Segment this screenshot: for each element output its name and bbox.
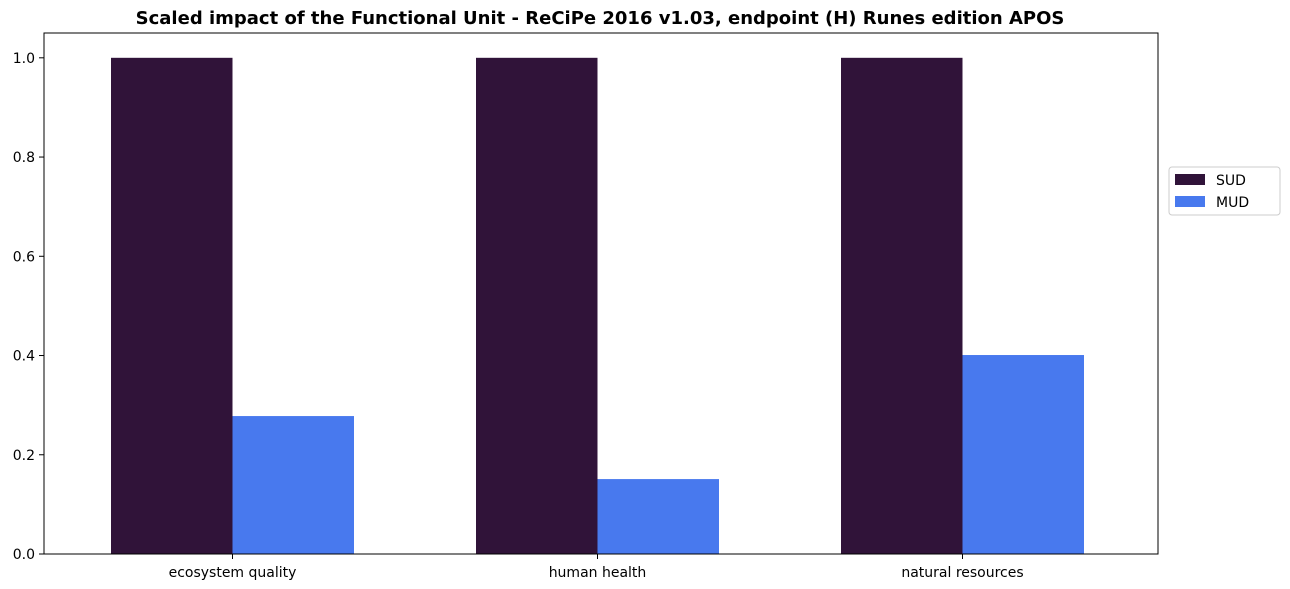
y-tick-label: 0.4 (13, 349, 35, 365)
x-axis: ecosystem quality human health natural res… (169, 554, 1024, 581)
x-tick-label: human health (549, 565, 647, 581)
bars-layer (111, 57, 1084, 555)
bar-mud-1 (597, 479, 719, 554)
x-tick-label: ecosystem quality (169, 565, 297, 581)
legend: SUD MUD (1168, 166, 1281, 216)
y-tick-label: 1.0 (13, 51, 35, 67)
chart-title: Scaled impact of the Functional Unit - R… (136, 8, 1065, 29)
plot-frame (43, 32, 1159, 555)
y-axis: 0.0 0.2 0.4 0.6 0.8 1.0 (13, 51, 44, 563)
legend-swatch-mud (1175, 196, 1205, 207)
bar-mud-0 (232, 416, 354, 554)
y-tick-label: 0.8 (13, 150, 35, 166)
legend-label-mud: MUD (1216, 195, 1249, 211)
y-tick-label: 0.2 (13, 448, 35, 464)
bar-sud-1 (476, 57, 598, 555)
bar-mud-2 (962, 355, 1084, 554)
bar-sud-0 (111, 57, 233, 555)
bar-sud-2 (841, 57, 963, 555)
y-tick-label: 0.0 (13, 547, 35, 563)
legend-label-sud: SUD (1216, 173, 1246, 189)
y-tick-label: 0.6 (13, 249, 35, 265)
x-tick-label: natural resources (901, 565, 1023, 581)
legend-swatch-sud (1175, 174, 1205, 185)
